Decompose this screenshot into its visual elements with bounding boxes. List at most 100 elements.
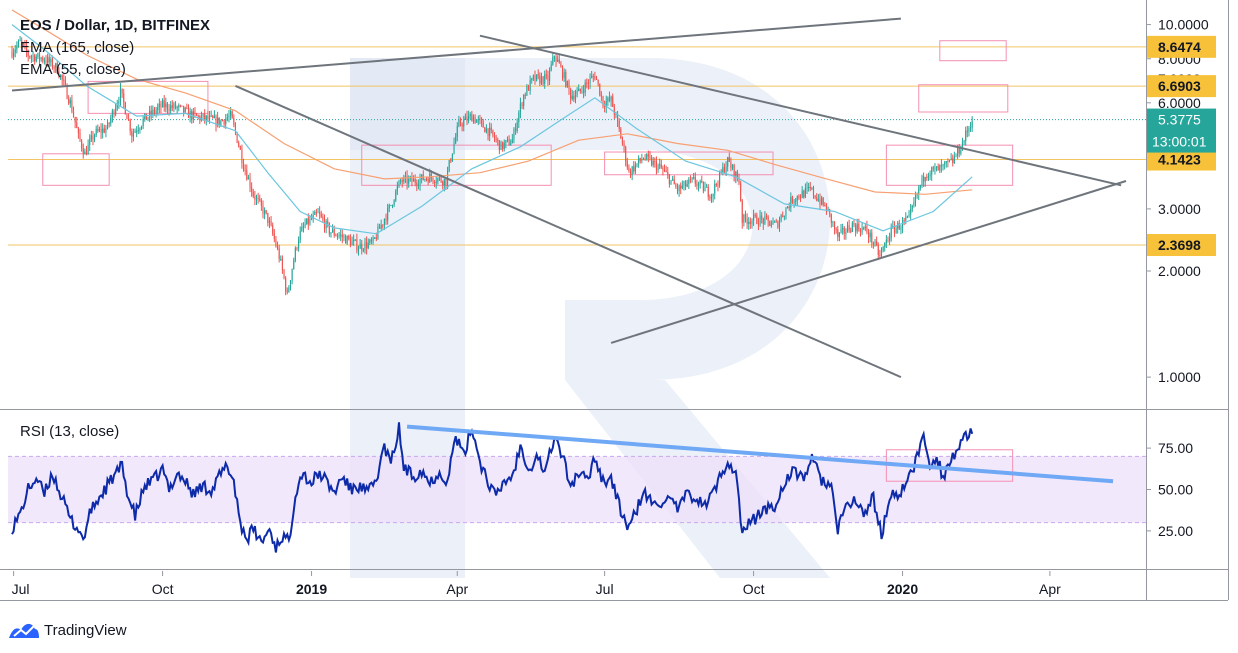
candle-67 xyxy=(119,83,122,106)
candle-430 xyxy=(707,184,709,201)
candle-body xyxy=(924,176,926,182)
candle-119 xyxy=(204,109,206,124)
candle-body xyxy=(740,183,742,201)
candle-415 xyxy=(683,180,685,191)
candle-body xyxy=(482,121,484,128)
candle-497 xyxy=(816,193,818,202)
candle-body xyxy=(176,107,178,109)
candle-body xyxy=(821,197,823,205)
candle-body xyxy=(375,237,377,240)
candle-275 xyxy=(456,122,458,142)
candle-body xyxy=(32,55,34,57)
candle-body xyxy=(633,166,635,172)
candle-body xyxy=(338,235,340,237)
candle-404 xyxy=(665,165,667,173)
candle-578 xyxy=(947,158,949,168)
candle-4 xyxy=(17,39,20,48)
candle-362 xyxy=(597,79,599,87)
zone-box-6 xyxy=(939,40,1007,62)
candle-62 xyxy=(111,108,113,123)
candle-body xyxy=(707,186,709,197)
candle-28 xyxy=(56,60,58,75)
candle-body xyxy=(61,75,63,80)
price-tick-label-7: 3.0000 xyxy=(1158,201,1201,217)
candle-423 xyxy=(696,179,698,190)
candle-521 xyxy=(855,222,857,237)
candle-body xyxy=(265,210,267,213)
candle-body xyxy=(833,222,836,229)
candle-318 xyxy=(526,84,528,97)
candle-body xyxy=(322,216,324,220)
candle-121 xyxy=(207,110,209,122)
zone-box-4 xyxy=(885,144,1014,186)
candle-313 xyxy=(518,110,520,128)
zone-box-0 xyxy=(87,80,209,114)
candle-31 xyxy=(61,74,63,86)
candle-body xyxy=(110,117,112,124)
candle-300 xyxy=(497,137,499,146)
candle-body xyxy=(359,243,361,249)
candle-574 xyxy=(940,159,942,173)
candle-141 xyxy=(239,145,241,150)
candle-body xyxy=(570,89,572,100)
candle-body xyxy=(584,82,586,93)
candle-434 xyxy=(714,179,716,200)
candle-body xyxy=(838,232,840,237)
candle-body xyxy=(701,180,703,183)
candle-12 xyxy=(30,54,32,64)
candle-191 xyxy=(320,210,322,219)
candle-477 xyxy=(783,215,785,221)
candle-body xyxy=(905,217,907,221)
candle-512 xyxy=(840,224,842,234)
candle-body xyxy=(500,141,502,151)
candle-54 xyxy=(98,126,101,133)
candle-body xyxy=(92,135,94,140)
candle-249 xyxy=(414,174,416,187)
candle-body xyxy=(150,110,152,115)
candle-456 xyxy=(749,217,751,229)
candle-body xyxy=(102,128,104,133)
candle-579 xyxy=(948,159,951,163)
candle-body xyxy=(929,174,931,177)
candle-329 xyxy=(544,70,546,89)
candle-body xyxy=(361,243,363,250)
candle-419 xyxy=(689,175,692,184)
candle-561 xyxy=(919,184,921,191)
candle-body xyxy=(519,103,521,113)
candle-body xyxy=(382,224,384,226)
candle-body xyxy=(558,59,560,64)
candle-body xyxy=(508,139,510,146)
candle-306 xyxy=(506,136,509,143)
candle-body xyxy=(884,243,886,248)
candle-104 xyxy=(179,104,181,108)
candle-body xyxy=(178,105,180,108)
candle-body xyxy=(51,58,54,68)
zone-box-1 xyxy=(42,153,110,186)
candle-body xyxy=(536,74,538,81)
candle-body xyxy=(950,158,952,160)
candle-94 xyxy=(163,95,165,112)
candle-64 xyxy=(115,103,117,117)
candle-body xyxy=(568,81,570,90)
candle-body xyxy=(276,246,279,249)
candle-body xyxy=(168,109,170,111)
candle-body xyxy=(278,248,280,260)
candle-422 xyxy=(694,172,696,187)
candle-body xyxy=(803,190,805,198)
tradingview-brand[interactable]: TradingView xyxy=(44,621,127,639)
candle-body xyxy=(299,231,301,241)
candle-58 xyxy=(105,125,107,138)
candle-50 xyxy=(92,131,94,146)
candle-173 xyxy=(291,268,293,285)
candle-body xyxy=(581,90,583,92)
candle-body xyxy=(487,128,489,137)
candle-body xyxy=(137,129,139,131)
candle-238 xyxy=(396,181,398,195)
candle-body xyxy=(736,171,738,179)
candle-580 xyxy=(950,153,952,161)
candle-392 xyxy=(646,153,648,161)
candle-436 xyxy=(717,180,719,192)
candle-10 xyxy=(27,49,29,62)
candle-body xyxy=(461,124,463,127)
